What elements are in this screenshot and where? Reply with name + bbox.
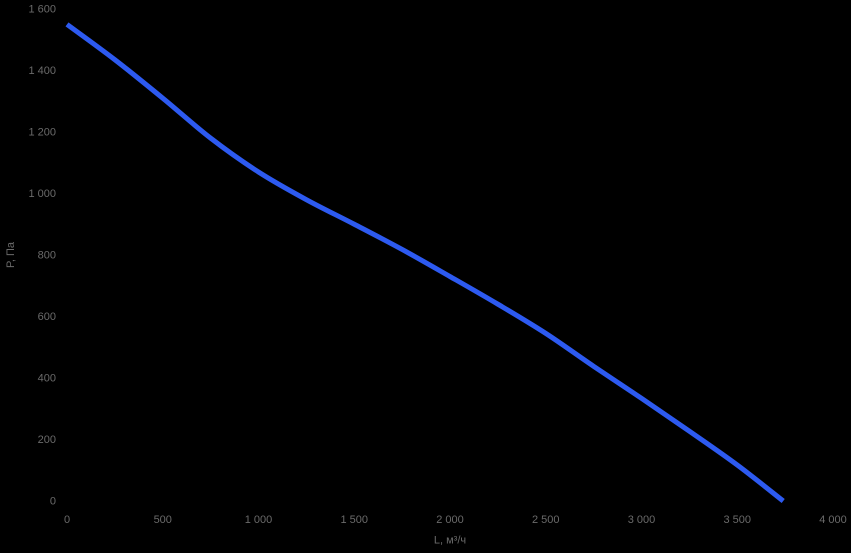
y-tick-label: 600 [38, 311, 56, 323]
fan-curve-line [65, 22, 785, 503]
y-tick-label: 1 600 [28, 4, 56, 16]
y-axis-title: P, Па [5, 241, 17, 268]
x-tick-label: 4 000 [819, 514, 847, 526]
y-tick-label: 0 [50, 496, 56, 508]
x-tick-label: 1 500 [340, 514, 368, 526]
y-tick-label: 200 [38, 434, 56, 446]
y-axis-tick-labels: 0 200 400 600 800 1 000 1 200 1 400 1 600 [28, 4, 56, 508]
x-tick-label: 3 500 [723, 514, 751, 526]
y-tick-label: 1 400 [28, 65, 56, 77]
x-axis-tick-labels: 0 500 1 000 1 500 2 000 2 500 3 000 3 500 4 000 [64, 514, 847, 526]
x-tick-label: 3 000 [628, 514, 656, 526]
y-tick-label: 800 [38, 250, 56, 262]
x-tick-label: 1 000 [245, 514, 273, 526]
x-tick-label: 0 [64, 514, 70, 526]
x-axis-title: L, м³/ч [434, 535, 466, 547]
x-tick-label: 2 500 [532, 514, 560, 526]
y-tick-label: 400 [38, 373, 56, 385]
y-tick-label: 1 000 [28, 188, 56, 200]
x-tick-label: 2 000 [436, 514, 464, 526]
x-tick-label: 500 [154, 514, 172, 526]
y-tick-label: 1 200 [28, 127, 56, 139]
